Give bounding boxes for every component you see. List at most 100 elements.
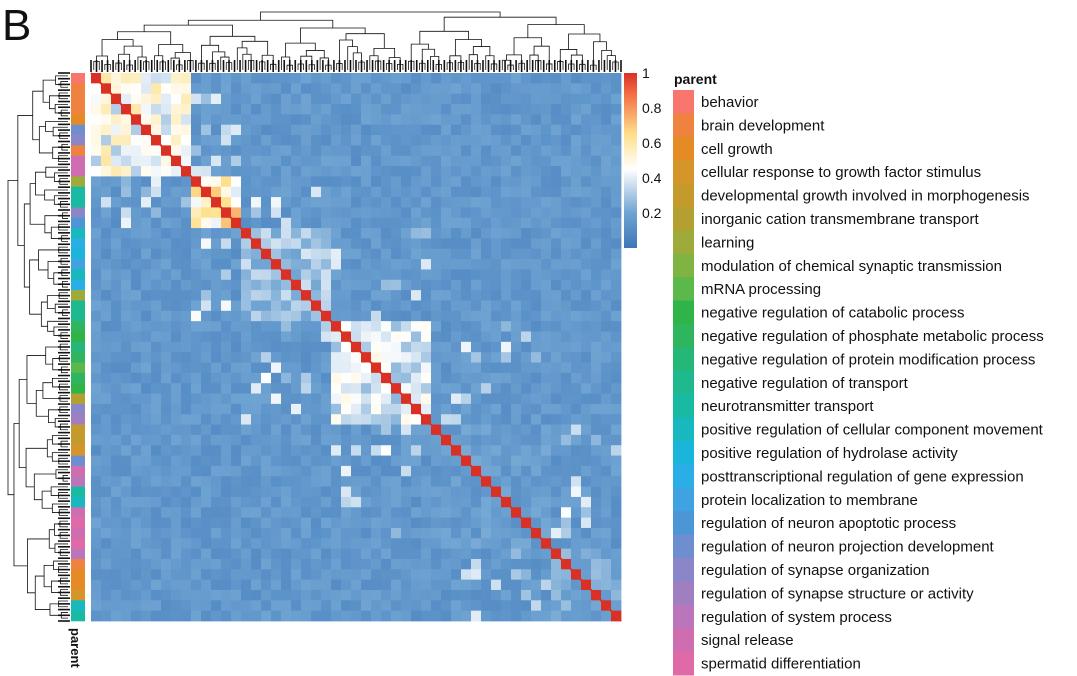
heatmap-cell xyxy=(421,300,432,312)
heatmap-cell xyxy=(511,548,522,560)
heatmap-cell xyxy=(531,73,542,84)
heatmap-cell xyxy=(611,104,622,115)
annotation-cell xyxy=(71,434,85,446)
heatmap-cell xyxy=(611,496,622,508)
heatmap-cell xyxy=(601,114,612,126)
heatmap-cell xyxy=(101,414,112,425)
heatmap-cell xyxy=(511,228,522,239)
heatmap-cell xyxy=(101,569,112,581)
heatmap-cell xyxy=(301,176,312,188)
heatmap-cell xyxy=(421,610,432,622)
heatmap-cell xyxy=(401,496,412,508)
heatmap-cell xyxy=(511,269,522,281)
heatmap-cell xyxy=(451,414,462,425)
heatmap-cell xyxy=(501,579,512,591)
heatmap-cell xyxy=(531,600,542,612)
heatmap-cell xyxy=(571,476,582,487)
heatmap-cell xyxy=(341,321,352,332)
heatmap-cell xyxy=(521,455,532,467)
heatmap-cell xyxy=(341,93,352,105)
heatmap-cell xyxy=(371,217,382,229)
heatmap-cell xyxy=(321,362,332,374)
heatmap-cell xyxy=(541,383,552,394)
heatmap-cell xyxy=(521,93,532,105)
heatmap-cell xyxy=(361,455,372,467)
heatmap-cell xyxy=(561,93,572,105)
heatmap-cell xyxy=(521,558,532,570)
dendrogram-branch xyxy=(25,447,48,488)
dendrogram-branch xyxy=(32,90,44,141)
heatmap-cell xyxy=(611,135,622,146)
heatmap-cell xyxy=(161,465,172,477)
heatmap-cell xyxy=(491,145,502,157)
dendrogram-branch xyxy=(13,423,28,567)
heatmap-cell xyxy=(241,507,252,518)
heatmap-cell xyxy=(411,527,422,539)
dendrogram-branch xyxy=(305,50,325,58)
heatmap-cell xyxy=(291,383,302,394)
heatmap-cell xyxy=(331,114,342,126)
heatmap-cell xyxy=(551,393,562,405)
heatmap-cell xyxy=(581,538,592,550)
heatmap-cell xyxy=(281,83,292,95)
heatmap-cell xyxy=(451,424,462,436)
heatmap-cell xyxy=(401,600,412,612)
heatmap-cell xyxy=(301,434,312,446)
heatmap-cell xyxy=(91,352,102,363)
heatmap-cell xyxy=(131,331,142,343)
heatmap-cell xyxy=(191,507,202,518)
heatmap-cell xyxy=(531,186,542,198)
heatmap-cell xyxy=(601,145,612,157)
heatmap-cell xyxy=(181,445,192,456)
heatmap-cell xyxy=(461,600,472,612)
heatmap-cell xyxy=(191,527,202,539)
heatmap-cell xyxy=(521,197,532,208)
heatmap-cell xyxy=(321,393,332,405)
heatmap-cell xyxy=(351,600,362,612)
heatmap-cell xyxy=(551,414,562,425)
heatmap-cell xyxy=(561,197,572,208)
heatmap-cell xyxy=(331,600,342,612)
dendrogram-branch xyxy=(47,260,61,279)
heatmap-cell xyxy=(101,135,112,146)
heatmap-cell xyxy=(261,558,272,570)
heatmap-cell xyxy=(221,114,232,126)
heatmap-cell xyxy=(601,569,612,581)
heatmap-cell xyxy=(481,310,492,322)
heatmap-cell xyxy=(211,403,222,415)
heatmap-cell xyxy=(281,155,292,167)
heatmap-cell xyxy=(501,228,512,239)
heatmap-cell xyxy=(421,465,432,477)
heatmap-cell xyxy=(151,393,162,405)
heatmap-cell xyxy=(491,124,502,136)
heatmap-cell xyxy=(361,434,372,446)
heatmap-cell xyxy=(301,83,312,95)
heatmap-cell xyxy=(211,496,222,508)
heatmap-cell xyxy=(201,486,212,498)
heatmap-cell xyxy=(541,228,552,239)
heatmap-cell xyxy=(341,424,352,436)
heatmap-cell xyxy=(451,600,462,612)
heatmap-cell xyxy=(231,527,242,539)
heatmap-cell xyxy=(191,538,202,550)
heatmap-cell xyxy=(421,589,432,601)
heatmap-cell xyxy=(391,352,402,363)
heatmap-cell xyxy=(281,424,292,436)
heatmap-cell xyxy=(471,228,482,239)
heatmap-cell xyxy=(451,569,462,581)
heatmap-cell xyxy=(461,197,472,208)
heatmap-cell xyxy=(101,393,112,405)
annotation-cell xyxy=(71,455,85,467)
heatmap-cell xyxy=(291,414,302,425)
heatmap-cell xyxy=(221,414,232,425)
heatmap-cell xyxy=(201,300,212,312)
heatmap-cell xyxy=(151,114,162,126)
heatmap-cell xyxy=(211,207,222,219)
heatmap-cell xyxy=(371,414,382,425)
heatmap-cell xyxy=(141,104,152,115)
heatmap-cell xyxy=(341,197,352,208)
heatmap-cell xyxy=(251,558,262,570)
dendrogram-branch xyxy=(27,538,50,594)
heatmap-cell xyxy=(491,403,502,415)
heatmap-cell xyxy=(381,589,392,601)
